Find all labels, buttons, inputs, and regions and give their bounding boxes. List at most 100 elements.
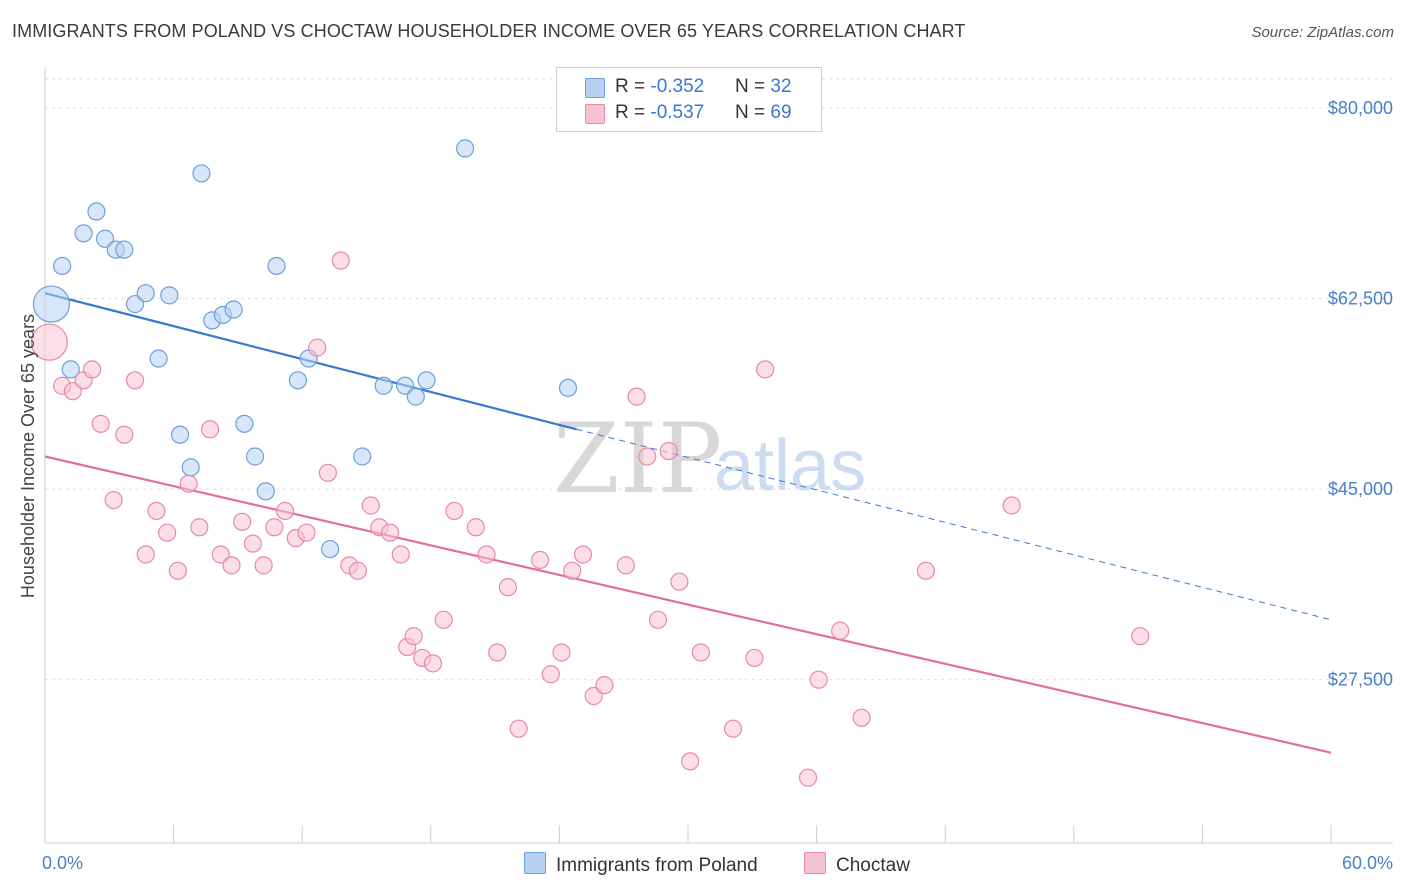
point-poland: [417, 371, 436, 390]
point-poland: [288, 371, 308, 390]
bottom-legend-label-choctaw: Choctaw: [836, 855, 910, 876]
point-poland: [224, 300, 243, 319]
point-choctaw: [30, 323, 68, 361]
point-choctaw: [275, 501, 295, 521]
bottom-legend-swatch-poland: [524, 852, 546, 874]
point-choctaw: [297, 523, 316, 542]
point-choctaw: [308, 338, 327, 357]
point-choctaw: [831, 621, 850, 640]
point-choctaw: [681, 752, 700, 771]
point-choctaw: [595, 676, 614, 695]
point-poland: [320, 539, 340, 559]
point-choctaw: [573, 545, 593, 564]
point-poland: [374, 376, 393, 395]
point-choctaw: [104, 490, 123, 510]
point-choctaw: [179, 474, 198, 493]
point-poland: [74, 224, 93, 243]
point-choctaw: [563, 561, 582, 580]
point-poland: [149, 349, 168, 368]
point-poland: [267, 256, 286, 276]
point-choctaw: [125, 371, 145, 390]
point-poland: [395, 376, 415, 395]
point-poland: [256, 482, 275, 501]
point-choctaw: [745, 648, 764, 668]
point-choctaw: [798, 768, 818, 787]
point-poland: [245, 447, 265, 466]
point-choctaw: [1002, 496, 1021, 515]
correlation-legend: R = -0.352 N = 32 R = -0.537 N = 69: [556, 67, 822, 132]
point-choctaw: [756, 360, 775, 379]
point-poland: [125, 294, 145, 314]
point-choctaw: [477, 545, 496, 564]
legend-n-choctaw: N = 69: [735, 102, 792, 123]
point-poland: [406, 387, 425, 406]
point-choctaw: [809, 670, 828, 689]
point-choctaw: [648, 610, 668, 629]
y-tick-label: $80,000: [1328, 98, 1393, 118]
point-choctaw: [190, 518, 209, 537]
point-choctaw: [627, 387, 646, 406]
point-choctaw: [348, 561, 368, 580]
point-choctaw: [916, 561, 936, 580]
data-points: [30, 139, 1150, 787]
point-choctaw: [434, 610, 453, 629]
point-poland: [181, 458, 200, 477]
point-choctaw: [541, 665, 560, 684]
point-choctaw: [723, 719, 743, 738]
bottom-legend-label-poland: Immigrants from Poland: [556, 855, 758, 876]
legend-r-choctaw: R = -0.537: [615, 102, 705, 123]
point-poland: [32, 285, 71, 323]
point-choctaw: [616, 556, 635, 575]
point-poland: [353, 447, 372, 466]
point-poland: [87, 202, 106, 221]
legend-n-poland: N = 32: [735, 76, 792, 97]
point-choctaw: [222, 556, 241, 575]
point-choctaw: [1131, 627, 1150, 646]
point-choctaw: [331, 251, 350, 270]
point-poland: [192, 164, 211, 183]
point-choctaw: [391, 545, 410, 564]
point-poland: [455, 139, 475, 158]
point-choctaw: [63, 382, 82, 401]
x-tick-label-max: 60.0%: [1342, 853, 1393, 873]
point-choctaw: [265, 518, 284, 537]
point-poland: [53, 256, 72, 276]
point-choctaw: [509, 719, 528, 738]
source-label: Source: ZipAtlas.com: [1251, 24, 1394, 41]
point-poland: [558, 378, 578, 398]
point-poland: [160, 286, 179, 305]
point-choctaw: [691, 643, 710, 662]
point-choctaw: [466, 518, 485, 537]
watermark-atlas: atlas: [714, 426, 866, 506]
point-choctaw: [552, 643, 571, 662]
point-choctaw: [147, 501, 166, 521]
point-choctaw: [531, 550, 550, 570]
y-tick-label: $62,500: [1328, 289, 1393, 309]
chart-title: IMMIGRANTS FROM POLAND VS CHOCTAW HOUSEH…: [12, 21, 966, 41]
point-choctaw: [115, 425, 134, 444]
legend-swatch-poland: [585, 78, 605, 98]
point-poland: [61, 360, 80, 379]
point-choctaw: [852, 708, 871, 727]
point-choctaw: [361, 496, 380, 515]
point-choctaw: [380, 523, 400, 542]
point-choctaw: [638, 447, 657, 466]
point-choctaw: [200, 420, 220, 439]
point-choctaw: [659, 441, 678, 461]
point-choctaw: [243, 534, 263, 553]
axis-labels: $80,000 $62,500 $45,000 $27,500 0.0% 60.0% Hou…: [18, 98, 1393, 873]
point-choctaw: [158, 523, 177, 542]
y-tick-label: $27,500: [1328, 670, 1393, 690]
legend-swatch-choctaw: [585, 104, 605, 124]
point-choctaw: [498, 578, 518, 597]
grid-lines: [45, 78, 1393, 681]
trend-line-choctaw: [44, 455, 1332, 754]
point-choctaw: [404, 627, 423, 646]
x-tick-label-min: 0.0%: [42, 853, 83, 873]
bottom-legend-poland: Immigrants from Poland: [524, 852, 758, 877]
y-tick-label: $45,000: [1328, 479, 1393, 499]
point-choctaw: [670, 572, 689, 591]
point-choctaw: [584, 686, 603, 706]
